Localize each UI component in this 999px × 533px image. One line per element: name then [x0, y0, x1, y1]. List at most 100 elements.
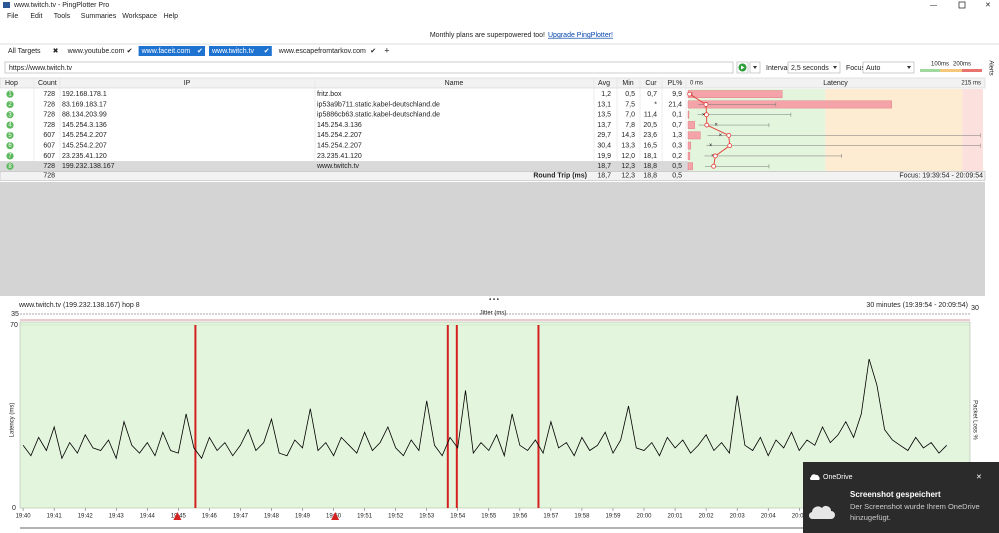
- summary-label: Round Trip (ms): [533, 173, 587, 180]
- toast-close[interactable]: ✕: [976, 474, 982, 481]
- dropdown-glyph: [907, 66, 911, 69]
- hop-number: 8: [8, 164, 12, 170]
- maximize-button[interactable]: [958, 1, 966, 9]
- interval-value: 2,5 seconds: [791, 65, 829, 72]
- menu-item[interactable]: File: [7, 13, 18, 20]
- y-tick-label: 70: [10, 322, 18, 329]
- toast-body: hinzugefügt.: [850, 513, 891, 522]
- jitter-label: Jitter (ms): [480, 311, 507, 317]
- menu-item[interactable]: Workspace: [122, 13, 157, 20]
- summary-pl: 0,5: [672, 173, 682, 180]
- packet-loss-bar: [687, 152, 691, 160]
- pl-value: 0,1: [672, 112, 682, 119]
- pl-value: 0,3: [672, 142, 682, 149]
- minimize-button[interactable]: —: [930, 2, 937, 9]
- column-header[interactable]: IP: [184, 80, 191, 87]
- hostname: ip5886cb63.static.kabel-deutschland.de: [317, 112, 440, 119]
- cur-value: 20,5: [643, 122, 657, 129]
- legend-label: 100ms: [931, 62, 949, 68]
- column-header[interactable]: Count: [38, 80, 57, 87]
- pl-value: 21,4: [668, 101, 682, 108]
- upgrade-link[interactable]: Upgrade PingPlotter!: [548, 32, 613, 39]
- close-button[interactable]: ✕: [985, 2, 991, 9]
- x-tick-label: 19:42: [78, 514, 94, 520]
- drag-handle[interactable]: • • •: [489, 298, 499, 304]
- tab-check[interactable]: ✔: [370, 48, 376, 55]
- alerts-tab[interactable]: Alerts: [987, 60, 993, 75]
- tab-background: [209, 46, 272, 56]
- x-tick-label: 19:49: [295, 514, 311, 520]
- cur-value: 18,1: [643, 153, 657, 160]
- menu-item[interactable]: Edit: [30, 13, 42, 20]
- avg-marker: [712, 153, 718, 159]
- menu-item[interactable]: Summaries: [81, 13, 117, 20]
- current-marker: ×: [702, 112, 706, 118]
- x-tick-label: 19:56: [512, 514, 528, 520]
- packet-loss-bar: [687, 90, 783, 99]
- cur-value: 0,7: [647, 91, 657, 98]
- count: 728: [43, 101, 55, 108]
- legend-red: [962, 69, 982, 72]
- column-header[interactable]: Cur: [645, 80, 657, 87]
- x-tick-label: 19:40: [16, 514, 32, 520]
- focus-select[interactable]: [862, 61, 915, 74]
- timeline-marker: [173, 512, 182, 520]
- address-box[interactable]: [4, 61, 734, 74]
- toast-title: Screenshot gespeichert: [850, 490, 941, 499]
- cur-value: 18,8: [643, 163, 657, 170]
- tab-check[interactable]: ✔: [264, 48, 270, 55]
- x-tick-label: 19:43: [109, 514, 125, 520]
- interval-select[interactable]: [787, 61, 841, 74]
- summary-avg: 18,7: [597, 173, 611, 180]
- packet-loss-line: [537, 325, 540, 508]
- title-bar: [0, 0, 999, 10]
- ip: 88.134.203.99: [62, 112, 107, 119]
- avg-value: 13,7: [597, 122, 611, 129]
- hop-number: 4: [8, 123, 12, 129]
- graph-title: www.twitch.tv (199.232.138.167) hop 8: [18, 302, 140, 309]
- graph-header: [0, 297, 985, 310]
- column-header[interactable]: Min: [622, 80, 633, 87]
- latency-tick: 215 ms: [961, 81, 981, 87]
- pl-value: 1,3: [672, 132, 682, 139]
- column-header[interactable]: Hop: [5, 80, 18, 87]
- count: 607: [43, 132, 55, 139]
- onedrive-icon: [809, 474, 820, 480]
- tab-label[interactable]: www.twitch.tv: [211, 48, 255, 55]
- packet-loss-bar: [687, 141, 692, 150]
- table-header: [0, 77, 986, 89]
- column-header[interactable]: Avg: [598, 80, 610, 87]
- ip: 145.254.3.136: [62, 122, 107, 129]
- tab-label[interactable]: All Targets: [8, 48, 41, 55]
- min-value: 7,0: [625, 112, 635, 119]
- count: 728: [43, 163, 55, 170]
- y-axis-label: Latency (ms): [10, 403, 16, 438]
- tab-close[interactable]: ✖: [53, 48, 59, 55]
- count: 607: [43, 142, 55, 149]
- x-tick-label: 20:01: [668, 514, 684, 520]
- latency-header: Latency: [823, 80, 848, 87]
- onedrive-toast[interactable]: OneDrive ✕ Screenshot gespeichert Der Sc…: [803, 462, 999, 533]
- tab-label[interactable]: www.youtube.com: [67, 48, 125, 55]
- packet-loss-bar: [687, 110, 690, 119]
- menu-item[interactable]: Tools: [54, 13, 71, 20]
- hop-number: 1: [8, 92, 12, 98]
- y2-tick-label: 30: [971, 305, 979, 312]
- tab-check[interactable]: ✔: [127, 48, 133, 55]
- dropdown-glyph: [753, 66, 757, 69]
- column-header[interactable]: Name: [445, 80, 464, 87]
- hostname: fritz.box: [317, 91, 342, 98]
- column-header[interactable]: PL%: [668, 80, 683, 87]
- new-tab[interactable]: +: [384, 45, 389, 55]
- avg-marker: [687, 91, 693, 97]
- jitter-max: 35: [11, 311, 19, 318]
- tab-label[interactable]: www.faceit.com: [141, 48, 191, 55]
- address-text: https://www.twitch.tv: [9, 65, 73, 72]
- x-tick-label: 19:41: [47, 514, 63, 520]
- tab-label[interactable]: www.escapefromtarkov.com: [278, 48, 366, 55]
- current-marker: ×: [714, 123, 718, 129]
- legend-orange: [940, 69, 962, 72]
- tab-check[interactable]: ✔: [197, 48, 203, 55]
- menu-item[interactable]: Help: [164, 13, 179, 20]
